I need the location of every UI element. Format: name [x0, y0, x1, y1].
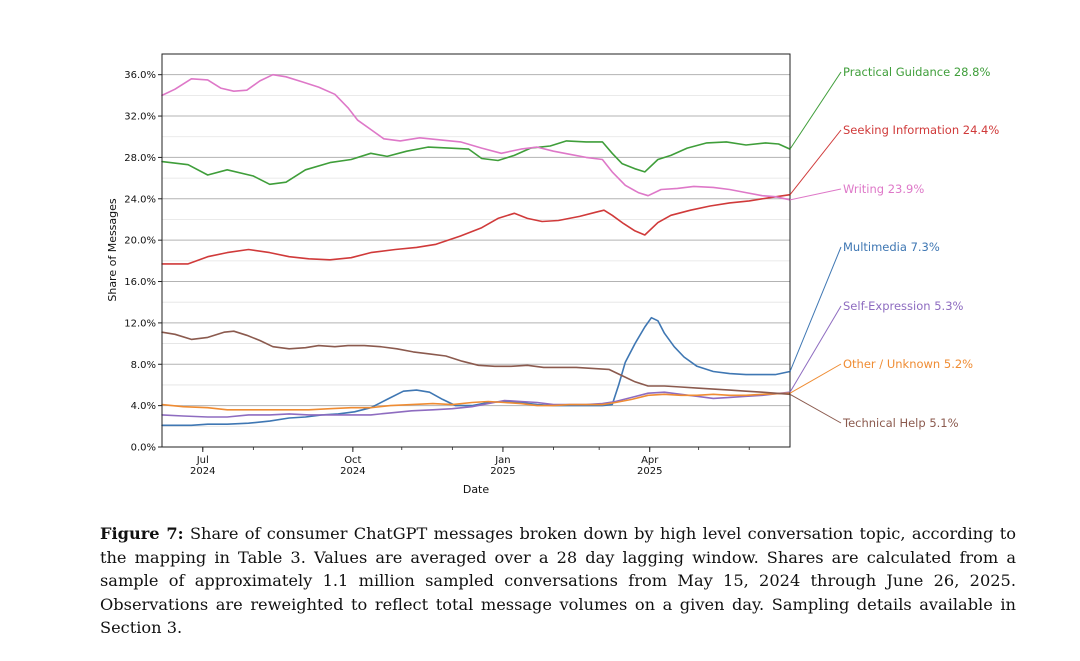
series-label: Self-Expression 5.3% — [843, 299, 964, 313]
y-tick-label: 8.0% — [131, 360, 156, 371]
y-tick-label: 32.0% — [124, 112, 156, 123]
y-tick-label: 20.0% — [124, 236, 156, 247]
series-line-practical-guidance — [161, 140, 791, 186]
x-tick-year: 2025 — [490, 466, 515, 477]
plot-frame — [161, 53, 791, 448]
series-label: Technical Help 5.1% — [842, 416, 959, 430]
x-tick-year: 2024 — [190, 466, 215, 477]
label-leader-line — [789, 393, 842, 424]
series-labels: Practical Guidance 28.8% Seeking Informat… — [789, 65, 999, 430]
x-tick-month: Oct — [344, 455, 361, 466]
y-tick-label: 0.0% — [131, 443, 156, 454]
label-leader-line — [789, 305, 842, 393]
series-label: Multimedia 7.3% — [843, 240, 940, 254]
x-tick-month: Jan — [494, 455, 510, 466]
y-axis-label: Share of Messages — [106, 198, 119, 302]
series-label: Seeking Information 24.4% — [843, 123, 999, 137]
figure-caption: Figure 7: Share of consumer ChatGPT mess… — [100, 522, 1016, 640]
label-leader-line — [789, 129, 842, 195]
series-label: Practical Guidance 28.8% — [843, 65, 990, 79]
y-axis-ticks: 0.0% 4.0% 8.0% 12.0% 16.0% 20.0% 24.0% 28.0% 32.… — [124, 70, 162, 454]
caption-label: Figure 7: — [100, 524, 184, 543]
x-tick-year: 2024 — [340, 466, 365, 477]
label-leader-line — [789, 363, 842, 394]
series-label: Other / Unknown 5.2% — [843, 357, 973, 371]
x-tick-month: Apr — [641, 455, 659, 466]
series-label: Writing 23.9% — [843, 182, 924, 196]
y-tick-label: 16.0% — [124, 277, 156, 288]
line-chart: 0.0% 4.0% 8.0% 12.0% 16.0% 20.0% 24.0% 28.0% 32.… — [106, 53, 999, 496]
y-tick-label: 12.0% — [124, 318, 156, 329]
x-tick-year: 2025 — [637, 466, 662, 477]
series-line-technical-help — [161, 330, 791, 396]
y-tick-label: 24.0% — [124, 194, 156, 205]
series-line-writing — [161, 73, 791, 201]
series-line-seeking-information — [161, 193, 791, 265]
y-tick-label: 28.0% — [124, 153, 156, 164]
label-leader-line — [789, 71, 842, 150]
x-axis-label: Date — [463, 483, 490, 496]
x-tick-month: Jul — [196, 455, 209, 466]
series-line-multimedia — [161, 316, 791, 427]
series-lines — [161, 73, 791, 427]
y-tick-label: 4.0% — [131, 401, 156, 412]
caption-text: Share of consumer ChatGPT messages broke… — [100, 524, 1016, 637]
gridlines — [162, 74, 790, 448]
label-leader-line — [789, 246, 842, 372]
y-tick-label: 36.0% — [124, 70, 156, 81]
label-leader-line — [789, 188, 842, 201]
series-line-other-unknown — [161, 392, 791, 411]
